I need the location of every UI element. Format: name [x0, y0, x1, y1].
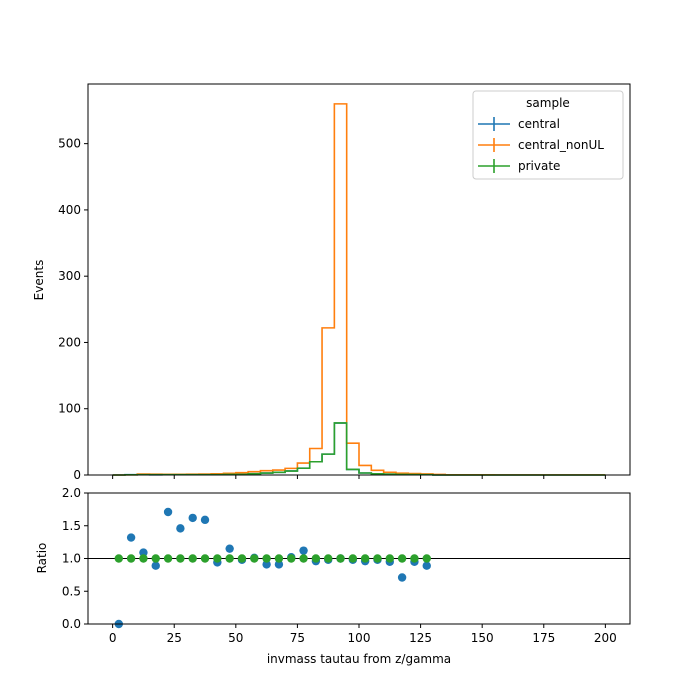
- ratio-panel: 0.0 0.5 1.0 1.5 2.0 0 25 50 75 100 125 150 175 200 R…: [35, 486, 631, 666]
- ratio-point-central: [176, 524, 185, 533]
- ratio-point-central: [299, 546, 308, 555]
- legend-entry-private: private: [478, 159, 560, 173]
- ratio-x-tick-label: 25: [167, 631, 182, 645]
- ratio-y-tick-label: 0.0: [62, 617, 81, 631]
- histogram-y-tick-label: 0: [73, 468, 81, 482]
- histogram-y-tick-label: 400: [58, 203, 81, 217]
- ratio-x-tick-label: 100: [348, 631, 371, 645]
- ratio-x-tick-label: 125: [409, 631, 432, 645]
- ratio-x-tick-label: 75: [290, 631, 305, 645]
- histogram-y-tick-label: 200: [58, 335, 81, 349]
- ratio-y-tick-label: 2.0: [62, 486, 81, 500]
- ratio-point-central: [262, 560, 271, 569]
- ratio-point-private: [410, 554, 419, 563]
- ratio-x-ticks: 0 25 50 75 100 125 150 175 200: [109, 624, 617, 645]
- ratio-point-private: [348, 554, 358, 563]
- ratio-point-central: [422, 561, 431, 570]
- ratio-axes-border: [87, 492, 631, 625]
- ratio-x-tick-label: 0: [109, 631, 117, 645]
- ratio-point-private: [250, 554, 259, 563]
- histogram-y-tick-label: 500: [58, 137, 81, 151]
- ratio-point-private: [287, 554, 296, 563]
- ratio-point-central: [139, 548, 148, 557]
- ratio-point-private: [262, 554, 271, 563]
- ratio-point-private: [225, 554, 234, 563]
- ratio-point-central: [200, 515, 210, 525]
- ratio-point-private: [200, 554, 210, 563]
- ratio-point-central: [126, 533, 136, 542]
- ratio-point-private: [163, 554, 173, 563]
- ratio-point-private: [188, 554, 197, 563]
- ratio-point-private: [213, 554, 222, 563]
- ratio-point-private: [324, 554, 333, 563]
- ratio-x-tick-label: 50: [228, 631, 243, 645]
- legend-entry-central: central: [478, 117, 560, 131]
- legend-frame: [472, 90, 624, 180]
- legend-title: sample: [526, 96, 570, 110]
- histogram-axes-border: [87, 83, 631, 476]
- histogram-x-ticks: [112, 475, 606, 479]
- legend-entry-label: central: [518, 117, 560, 131]
- x-axis-label: invmass tautau from z/gamma: [267, 652, 451, 666]
- ratio-point-private: [385, 554, 394, 563]
- ratio-y-ticks: 0.0 0.5 1.0 1.5 2.0: [62, 486, 88, 631]
- histogram-y-tick-label: 100: [58, 402, 81, 416]
- histogram-y-axis-label: Events: [32, 260, 46, 301]
- ratio-point-private: [139, 554, 148, 563]
- ratio-point-private: [373, 554, 382, 563]
- legend-entry-central-nonUL: central_nonUL: [478, 138, 604, 152]
- legend-entry-label: central_nonUL: [518, 138, 604, 152]
- ratio-point-private: [299, 554, 308, 563]
- ratio-y-axis-label: Ratio: [35, 543, 49, 574]
- ratio-point-private: [237, 554, 247, 563]
- ratio-x-tick-label: 200: [594, 631, 617, 645]
- ratio-point-central: [163, 507, 173, 517]
- ratio-point-central: [225, 544, 234, 553]
- ratio-point-private: [397, 554, 407, 563]
- ratio-y-tick-label: 1.0: [62, 552, 81, 566]
- ratio-x-tick-label: 175: [532, 631, 555, 645]
- ratio-point-central: [151, 561, 160, 570]
- ratio-point-central: [397, 573, 407, 582]
- ratio-point-private: [274, 554, 284, 563]
- ratio-point-private: [114, 554, 123, 563]
- histogram-y-ticks: 0 100 200 300 400 500: [58, 137, 88, 482]
- legend-entry-label: private: [518, 159, 560, 173]
- ratio-point-private: [176, 554, 185, 563]
- ratio-point-central: [188, 513, 197, 523]
- ratio-point-private: [151, 554, 160, 563]
- ratio-y-tick-label: 0.5: [62, 584, 81, 598]
- ratio-y-tick-label: 1.5: [62, 519, 81, 533]
- ratio-points-layer: [114, 507, 431, 629]
- ratio-point-private: [311, 554, 321, 563]
- ratio-x-tick-label: 150: [471, 631, 494, 645]
- ratio-point-central: [274, 560, 284, 569]
- ratio-point-private: [422, 554, 431, 563]
- ratio-point-private: [360, 554, 370, 563]
- histogram-y-tick-label: 300: [58, 269, 81, 283]
- ratio-point-private: [336, 554, 345, 563]
- ratio-point-private: [126, 554, 136, 563]
